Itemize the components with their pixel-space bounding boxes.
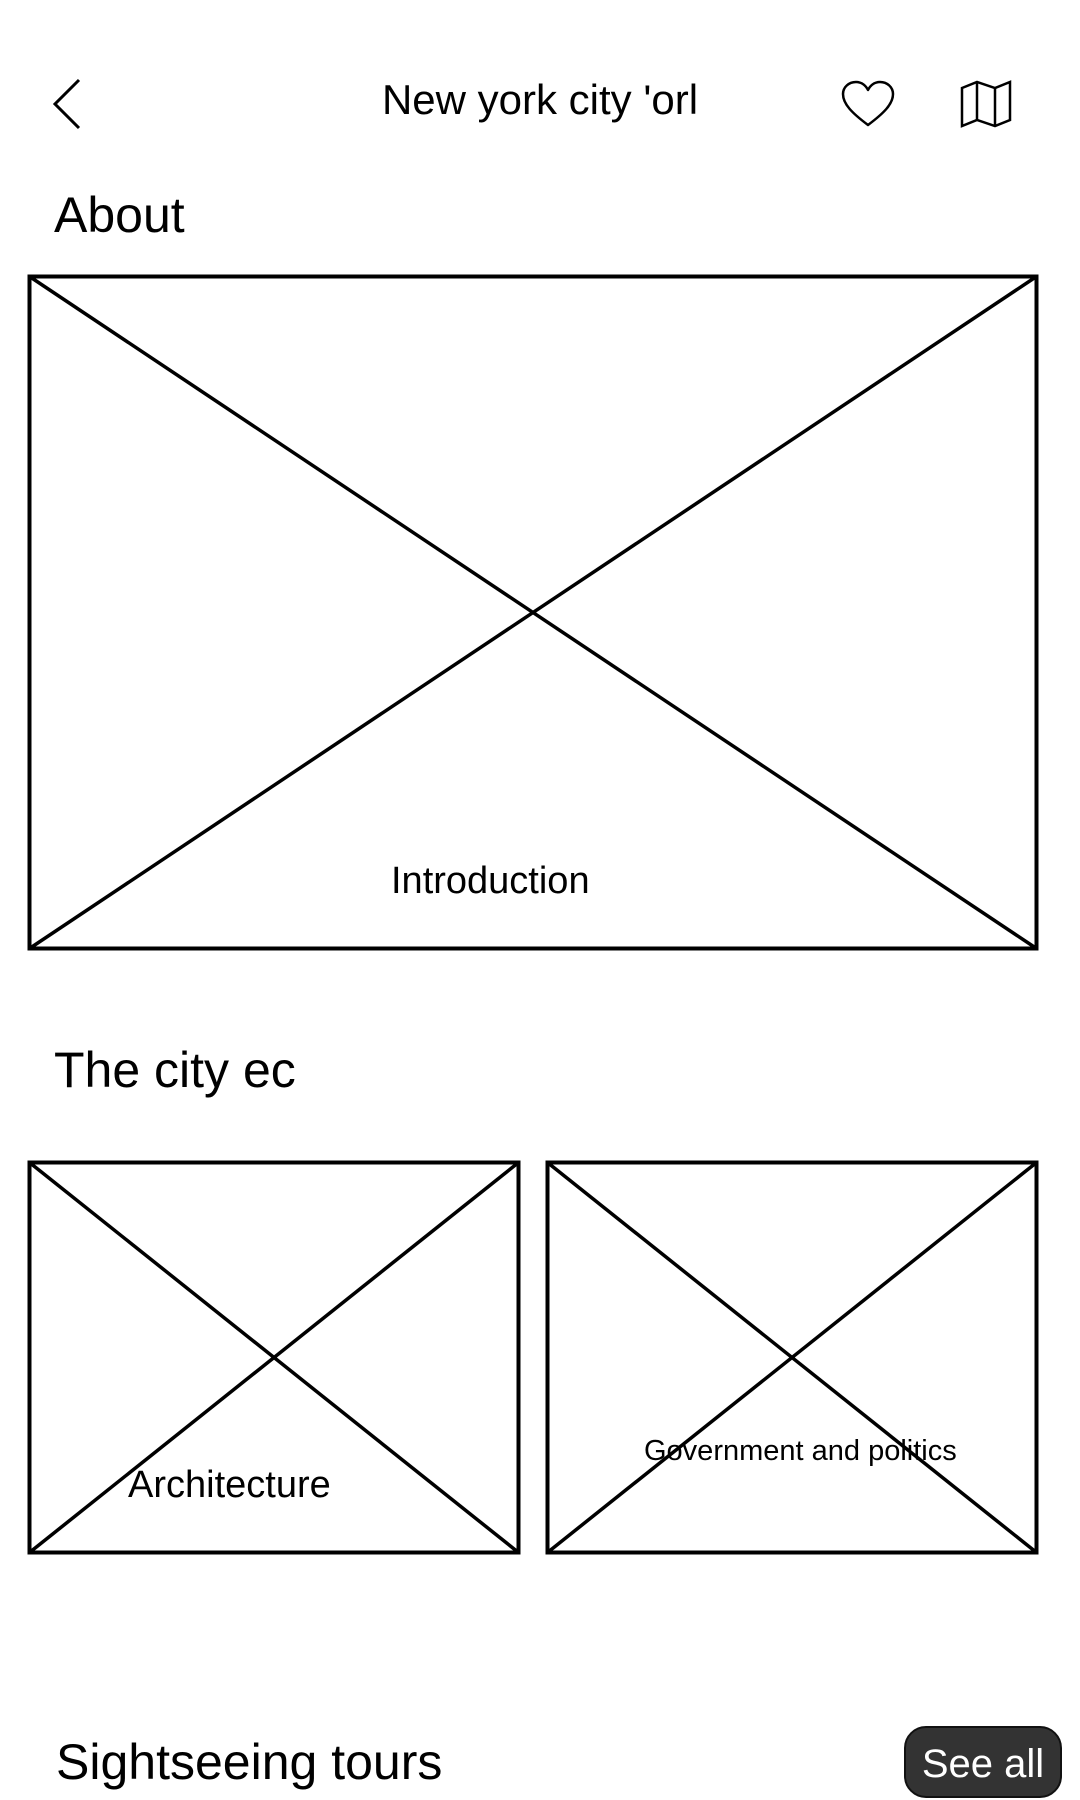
back-button[interactable]	[40, 72, 92, 136]
city-heading: The city ec	[54, 1042, 296, 1098]
page-title: New york city 'orl	[381, 76, 699, 123]
introduction-label: Introduction	[391, 860, 590, 902]
architecture-card[interactable]: Architecture	[27, 1160, 521, 1555]
tours-heading: Sightseeing tours	[56, 1734, 443, 1790]
image-placeholder-icon	[27, 274, 1039, 951]
image-placeholder-icon	[545, 1160, 1039, 1555]
see-all-button[interactable]: See all	[904, 1726, 1062, 1798]
government-politics-label: Government and politics	[644, 1435, 957, 1467]
favorite-button[interactable]	[838, 74, 898, 134]
introduction-card[interactable]: Introduction	[27, 274, 1039, 951]
map-button[interactable]	[954, 74, 1018, 134]
chevron-left-icon	[52, 78, 81, 130]
about-heading: About	[54, 187, 185, 243]
government-politics-card[interactable]: Government and politics	[545, 1160, 1039, 1555]
architecture-label: Architecture	[128, 1464, 331, 1506]
image-placeholder-icon	[27, 1160, 521, 1555]
map-icon	[960, 80, 1012, 128]
heart-icon	[841, 80, 895, 127]
